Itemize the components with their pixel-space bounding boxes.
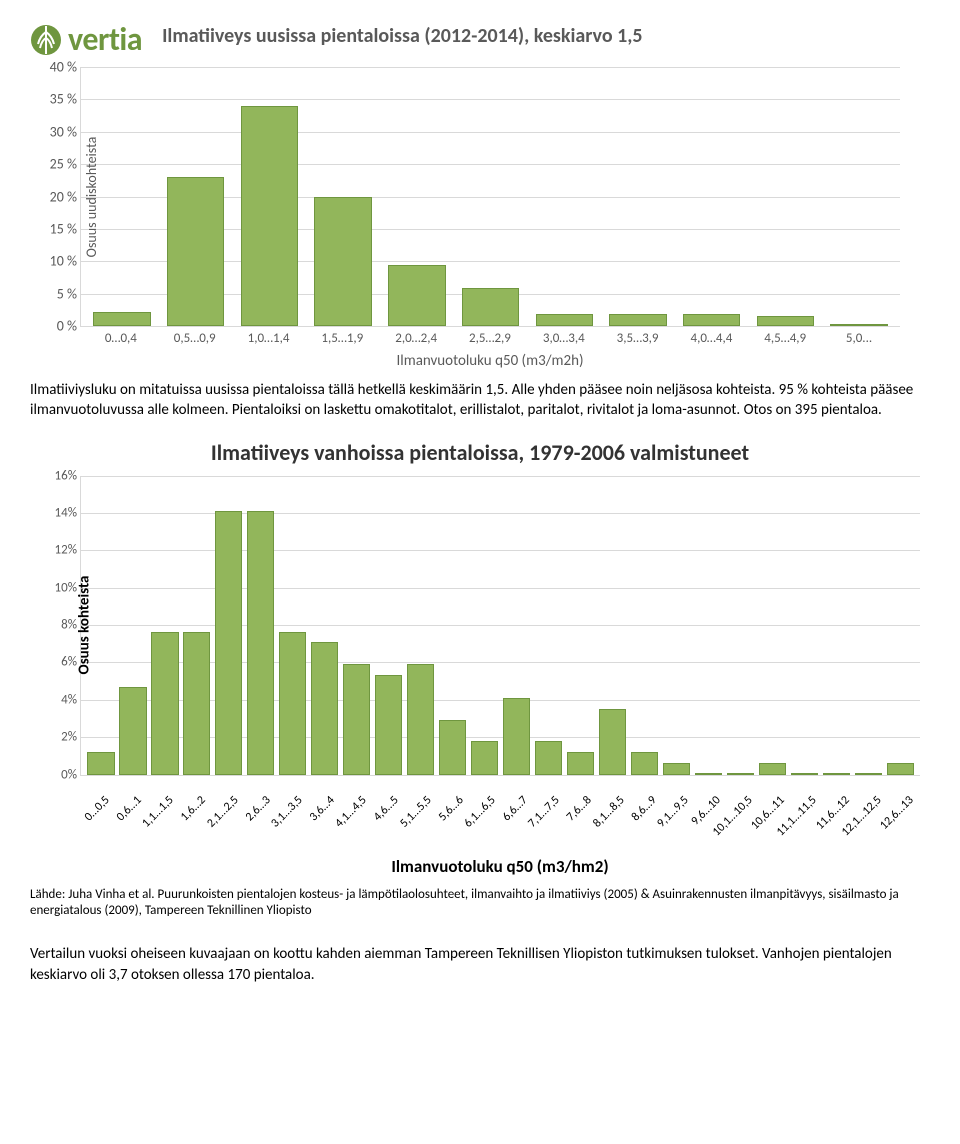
y-tick: 30 % <box>33 123 77 140</box>
chart1: 0 %5 %10 %15 %20 %25 %30 %35 %40 %Osuus … <box>80 67 930 370</box>
leaf-icon <box>30 24 62 56</box>
bar <box>183 632 210 774</box>
logo-text: vertia <box>68 20 142 59</box>
bar <box>93 312 151 326</box>
bar <box>375 675 402 774</box>
bar <box>241 106 299 326</box>
x-tick: 4,0…4,4 <box>675 331 749 346</box>
y-tick: 0% <box>33 767 77 782</box>
y-tick: 35 % <box>33 91 77 108</box>
bar <box>757 316 815 326</box>
bar <box>830 324 888 326</box>
y-tick: 4% <box>33 692 77 707</box>
y-tick: 16% <box>33 468 77 483</box>
bar <box>683 314 741 326</box>
bar <box>439 720 466 774</box>
bar <box>151 632 178 774</box>
x-axis-title: Ilmanvuotoluku q50 (m3/hm2) <box>80 856 920 877</box>
logo: vertia <box>30 20 142 59</box>
bar <box>343 664 370 774</box>
bar <box>279 632 306 774</box>
bar <box>535 741 562 775</box>
x-tick: 3,0…3,4 <box>527 331 601 346</box>
y-tick: 12% <box>33 543 77 558</box>
bar <box>599 709 626 774</box>
bar <box>536 314 594 326</box>
bar <box>727 773 754 775</box>
y-tick: 15 % <box>33 220 77 237</box>
x-axis-title: Ilmanvuotoluku q50 (m3/m2h) <box>80 352 900 370</box>
bar <box>855 773 882 775</box>
y-tick: 10 % <box>33 253 77 270</box>
bar <box>503 698 530 775</box>
y-tick: 8% <box>33 618 77 633</box>
x-tick: 0…0,4 <box>84 331 158 346</box>
paragraph-1: Ilmatiiviysluku on mitatuissa uusissa pi… <box>30 380 930 421</box>
bar <box>609 314 667 326</box>
x-tick: 2,0…2,4 <box>379 331 453 346</box>
bar <box>663 763 690 774</box>
bar <box>471 741 498 775</box>
bar <box>388 265 446 327</box>
y-tick: 14% <box>33 505 77 520</box>
y-tick: 6% <box>33 655 77 670</box>
y-tick: 0 % <box>33 318 77 335</box>
bar <box>791 773 818 775</box>
y-tick: 25 % <box>33 156 77 173</box>
bar <box>119 687 146 775</box>
bar <box>887 763 914 774</box>
bar <box>247 511 274 774</box>
bar <box>759 763 786 774</box>
bar <box>87 752 114 774</box>
y-tick: 20 % <box>33 188 77 205</box>
bar <box>823 773 850 775</box>
bar <box>167 177 225 326</box>
bar <box>567 752 594 774</box>
bar <box>695 773 722 775</box>
x-tick: 4,5…4,9 <box>748 331 822 346</box>
paragraph-2: Vertailun vuoksi oheiseen kuvaajaan on k… <box>30 944 930 985</box>
chart2-source: Lähde: Juha Vinha et al. Puurunkoisten p… <box>30 887 930 921</box>
x-tick: 2,5…2,9 <box>453 331 527 346</box>
x-tick: 1,0…1,4 <box>232 331 306 346</box>
bar <box>311 642 338 775</box>
header: vertia Ilmatiiveys uusissa pientaloissa … <box>30 20 930 59</box>
bar <box>631 752 658 774</box>
bar <box>215 511 242 774</box>
y-tick: 2% <box>33 730 77 745</box>
x-tick: 0,5…0,9 <box>158 331 232 346</box>
chart1-title: Ilmatiiveys uusissa pientaloissa (2012-2… <box>162 24 642 48</box>
y-tick: 10% <box>33 580 77 595</box>
bar <box>314 197 372 327</box>
bar <box>407 664 434 774</box>
x-tick: 3,5…3,9 <box>601 331 675 346</box>
x-tick: 1,5…1,9 <box>305 331 379 346</box>
y-tick: 40 % <box>33 59 77 76</box>
chart2: 0%2%4%6%8%10%12%14%16%Osuus kohteista0…0… <box>80 476 930 877</box>
y-tick: 5 % <box>33 285 77 302</box>
x-tick: 5,0... <box>822 331 896 346</box>
bar <box>462 288 520 326</box>
chart2-title: Ilmatiiveys vanhoissa pientaloissa, 1979… <box>30 439 930 466</box>
